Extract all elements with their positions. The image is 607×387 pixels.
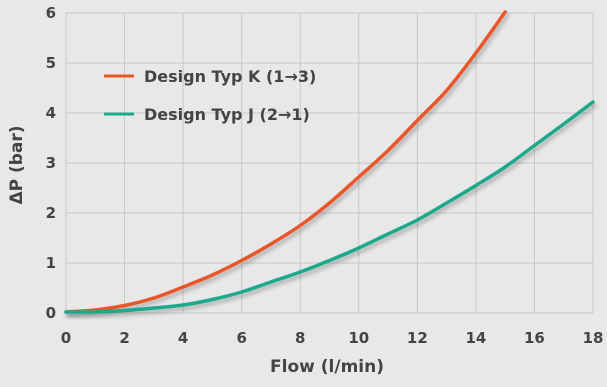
series-line-2 (64, 100, 595, 314)
y-tick-label: 4 (46, 104, 56, 122)
x-tick-label: 14 (465, 329, 486, 347)
x-tick-label: 6 (236, 329, 246, 347)
y-tick-label: 2 (46, 204, 56, 222)
y-tick-label: 1 (46, 254, 56, 272)
x-tick-label: 2 (119, 329, 129, 347)
x-axis-label: Flow (l/min) (270, 357, 384, 377)
x-tick-label: 0 (61, 329, 71, 347)
legend-item: Design Typ K (1→3) (104, 67, 316, 86)
x-tick-label: 8 (295, 329, 305, 347)
grid (65, 12, 594, 314)
legend-label: Design Typ K (1→3) (144, 67, 316, 86)
x-tick-label: 12 (407, 329, 428, 347)
y-axis-label: ΔP (bar) (7, 125, 27, 204)
x-tick-label: 16 (524, 329, 545, 347)
series-lines (64, 10, 595, 314)
y-tick-label: 6 (46, 4, 56, 22)
legend-item: Design Typ J (2→1) (104, 105, 310, 124)
x-tick-label: 10 (348, 329, 369, 347)
series-line-1 (64, 10, 507, 314)
x-tick-label: 18 (583, 329, 604, 347)
y-tick-label: 3 (46, 154, 56, 172)
y-tick-label: 0 (46, 304, 56, 322)
x-tick-label: 4 (178, 329, 188, 347)
legend-label: Design Typ J (2→1) (144, 105, 310, 124)
legend: Design Typ K (1→3) Design Typ J (2→1) (104, 67, 316, 124)
y-tick-label: 5 (46, 54, 56, 72)
